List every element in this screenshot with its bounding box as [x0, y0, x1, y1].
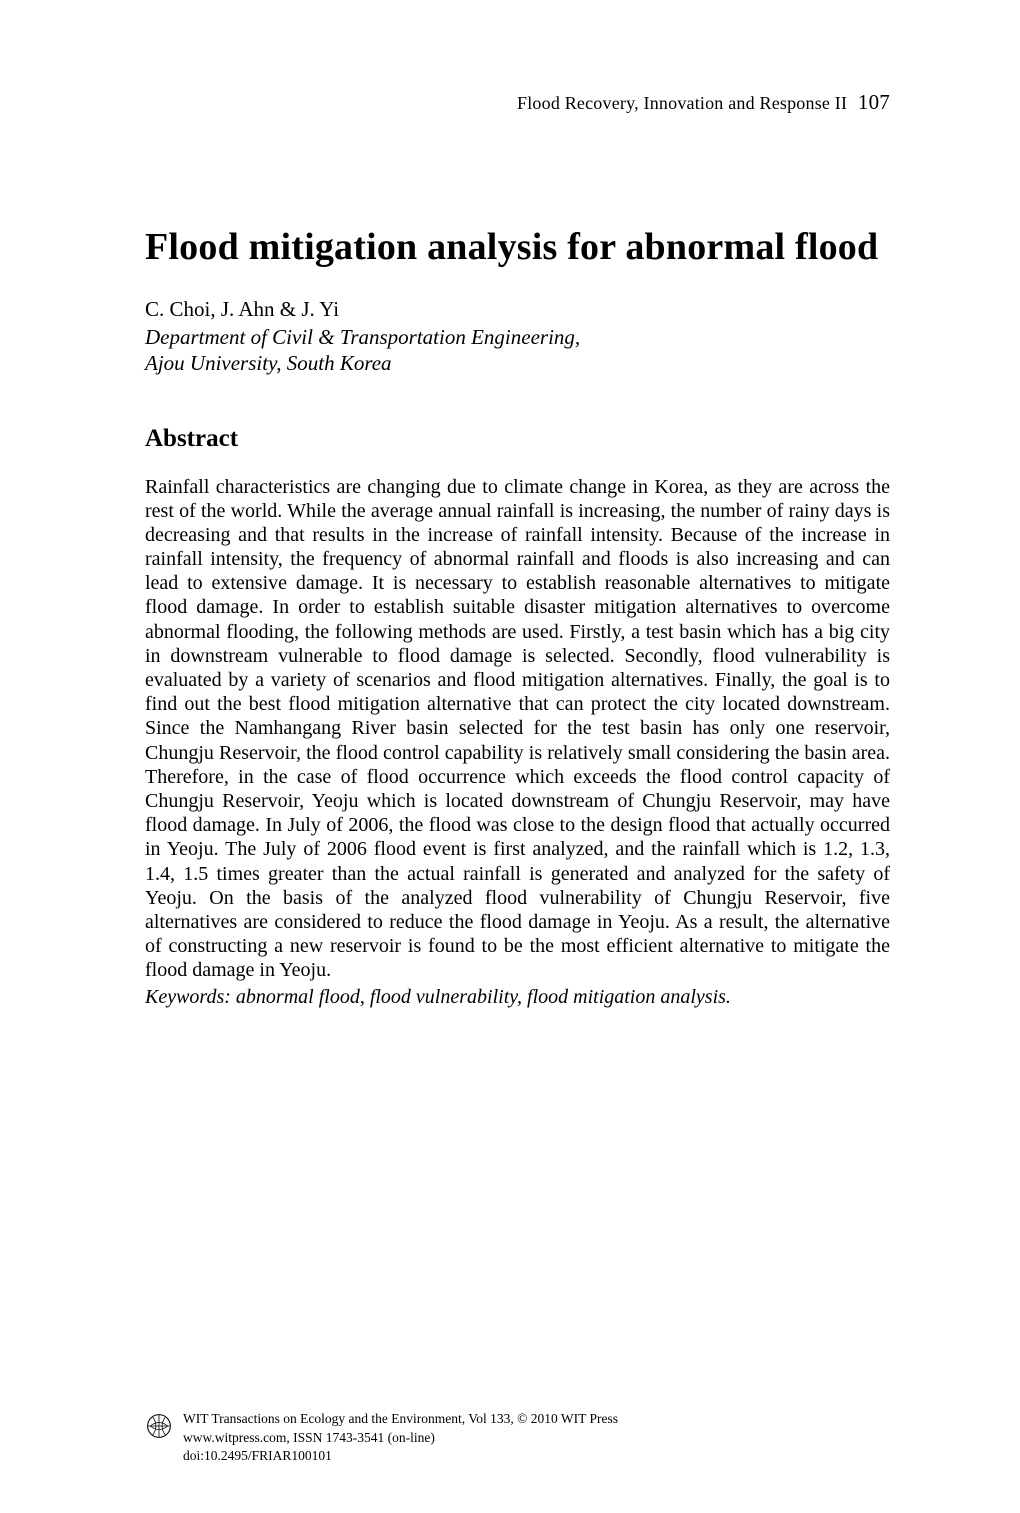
page-number: 107 — [858, 90, 890, 114]
affiliation-line-2: Ajou University, South Korea — [145, 351, 392, 375]
footer-line-1: WIT Transactions on Ecology and the Envi… — [183, 1410, 618, 1428]
abstract-body: Rainfall characteristics are changing du… — [145, 475, 890, 983]
running-head: Flood Recovery, Innovation and Response … — [145, 90, 890, 115]
affiliation: Department of Civil & Transportation Eng… — [145, 324, 890, 377]
abstract-heading: Abstract — [145, 425, 890, 453]
footer-line-3: doi:10.2495/FRIAR100101 — [183, 1447, 618, 1465]
running-head-text: Flood Recovery, Innovation and Response … — [517, 93, 847, 113]
affiliation-line-1: Department of Civil & Transportation Eng… — [145, 325, 580, 349]
paper-title: Flood mitigation analysis for abnormal f… — [145, 225, 890, 269]
publisher-logo-icon — [145, 1412, 173, 1440]
keywords-line: Keywords: abnormal flood, flood vulnerab… — [145, 986, 890, 1009]
footer-line-2: www.witpress.com, ISSN 1743-3541 (on-lin… — [183, 1429, 618, 1447]
footer-text: WIT Transactions on Ecology and the Envi… — [183, 1410, 618, 1465]
author-line: C. Choi, J. Ahn & J. Yi — [145, 297, 890, 322]
page-footer: WIT Transactions on Ecology and the Envi… — [145, 1410, 618, 1465]
